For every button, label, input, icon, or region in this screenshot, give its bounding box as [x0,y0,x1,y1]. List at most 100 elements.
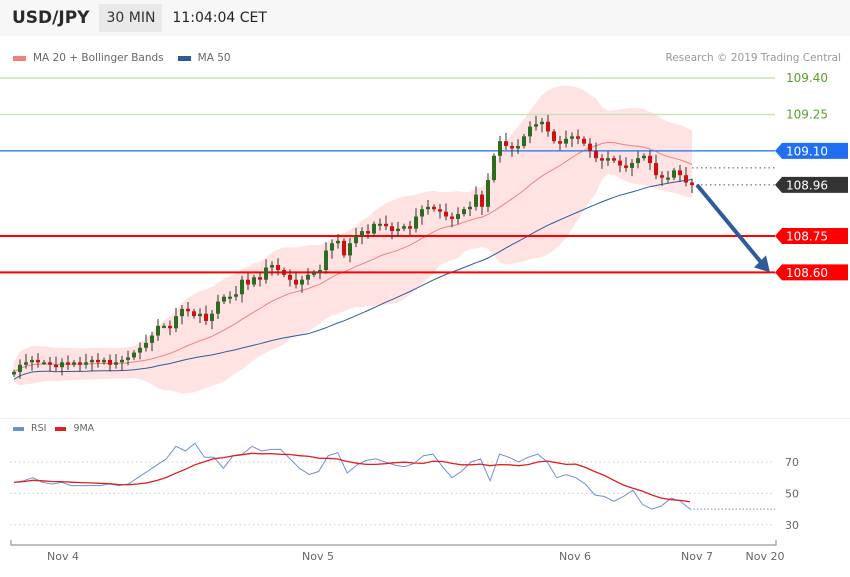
candle-body [210,313,214,321]
forecast-arrow-shaft [695,183,764,265]
candle [216,294,220,320]
timeframe-button[interactable]: 30 MIN [99,4,163,32]
candle-body [486,180,490,207]
candle-body [222,296,226,302]
candle [690,178,694,194]
candle-body [636,158,640,164]
candle-body [228,296,232,299]
rsi-swatch [13,426,24,431]
candle-body [318,269,322,273]
level-label: 109.40 [786,71,828,85]
candle [12,369,16,377]
candle [426,199,430,215]
candle [336,234,340,249]
candle-body [204,313,208,321]
candle [240,275,244,303]
candle-body [456,214,460,219]
candle-body [420,209,424,217]
candle [234,286,238,301]
candle-body [546,121,550,132]
candle-body [372,223,376,234]
rsi-legend: RSI 9MA [13,423,94,434]
candle [576,129,580,145]
legend-ma20-label: MA 20 + Bollinger Bands [33,52,164,64]
candle [312,269,316,278]
candle [666,170,670,183]
candle [522,133,526,149]
candle-body [660,175,664,178]
candle-body [306,274,310,280]
candle-body [450,216,454,219]
legend-ma50-label: MA 50 [197,52,231,64]
symbol-title: USD/JPY [12,8,90,28]
candle-body [654,163,658,176]
candle-body [156,325,160,336]
level-tag [775,264,848,281]
candle-body [66,362,70,365]
candle [432,204,436,212]
candle-body [168,325,172,329]
candle-body [300,279,304,285]
candle [510,142,514,157]
candle [684,166,688,187]
candle [330,239,334,259]
candle-body [618,160,622,166]
candle [24,354,28,369]
candle [390,222,394,240]
candle [630,159,634,177]
candle [492,153,496,183]
candle-body [612,158,616,161]
candle [156,319,160,341]
candle-body [570,136,574,139]
candle-body [330,243,334,251]
candle [282,267,286,278]
candle-body [78,362,82,365]
candle-body [624,165,628,168]
candle [672,167,676,181]
candle-body [336,240,340,244]
candle [132,350,136,360]
candle-body [216,301,220,314]
candle [444,203,448,221]
candle [534,115,538,131]
candle-body [600,158,604,161]
candle [558,135,562,151]
candle-body [84,362,88,365]
candle [288,269,292,287]
candle-body [12,372,16,375]
candle [378,218,382,231]
chart-header: USD/JPY 30 MIN 11:04:04 CET [0,0,850,36]
candle [564,130,568,148]
candle [660,171,664,186]
candle-body [252,277,256,285]
candle-body [354,235,358,244]
candle-body [30,359,34,363]
candle [270,261,274,276]
candle [192,308,196,319]
candle [300,275,304,293]
candle-body [678,170,682,176]
candle-body [426,206,430,210]
candle-body [642,155,646,159]
candle [402,223,406,232]
candle-body [150,335,154,343]
candle-body [672,170,676,178]
candle [144,334,148,352]
candle-body [264,267,268,280]
candle [60,358,64,376]
x-tick-label: Nov 6 [559,550,591,563]
candle [588,138,592,158]
candle-body [438,209,442,212]
candle [66,355,70,371]
candle [294,271,298,289]
candle-body [24,362,28,365]
candle [600,154,604,169]
candle-body [510,146,514,149]
candle [198,308,202,323]
candle-body [114,362,118,365]
candle [648,150,652,170]
candle [228,291,232,304]
candle [408,220,412,236]
candle [90,355,94,371]
